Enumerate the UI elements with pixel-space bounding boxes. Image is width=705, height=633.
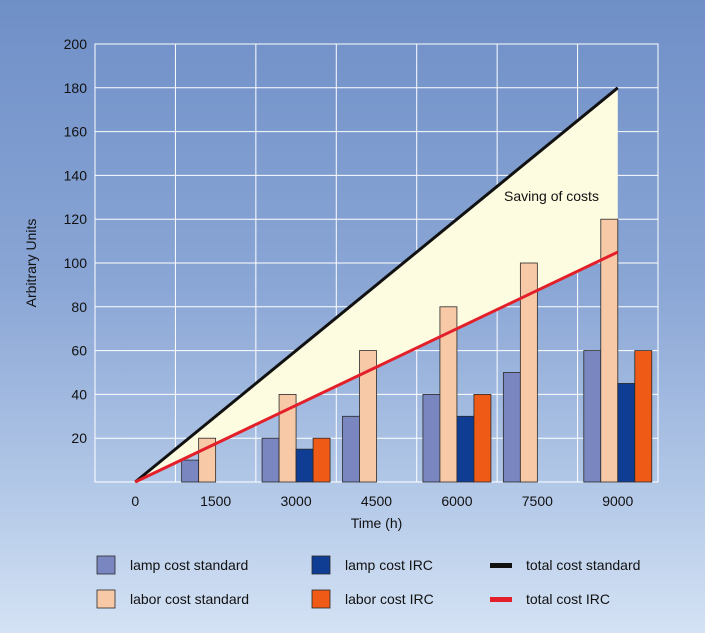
bar-labor-cost-IRC-3000 <box>312 437 331 483</box>
y-tick-label: 20 <box>71 430 87 446</box>
y-tick-label: 200 <box>64 36 88 52</box>
x-tick-label: 7500 <box>522 493 553 509</box>
legend-label-total-cost-IRC: total cost IRC <box>526 591 610 607</box>
legend-swatch-labor-cost-standard <box>96 589 116 609</box>
x-tick-label: 1500 <box>200 493 231 509</box>
bar-labor-cost-IRC-6000 <box>473 393 492 483</box>
legend-swatch-lamp-cost-standard <box>96 555 116 575</box>
bar-lamp-cost-standard-6000 <box>422 393 441 483</box>
x-tick-label: 4500 <box>361 493 392 509</box>
y-tick-label: 180 <box>64 80 88 96</box>
saving-annotation: Saving of costs <box>504 188 599 204</box>
y-tick-label: 60 <box>71 343 87 359</box>
y-tick-label: 120 <box>64 211 88 227</box>
grid <box>94 43 659 483</box>
y-tick-label: 160 <box>64 124 88 140</box>
x-axis-title: Time (h) <box>351 515 403 531</box>
bar-labor-cost-standard-6000 <box>439 306 458 483</box>
legend-label-labor-cost-standard: labor cost standard <box>130 591 249 607</box>
bar-lamp-cost-IRC-9000 <box>617 383 636 483</box>
legend-swatch-labor-cost-IRC <box>311 589 331 609</box>
line-total-cost-irc <box>134 250 619 484</box>
line-total-cost-standard <box>134 86 619 484</box>
bar-lamp-cost-IRC-6000 <box>456 415 475 483</box>
x-tick-label: 6000 <box>441 493 472 509</box>
bar-labor-cost-standard-3000 <box>278 393 297 483</box>
legend-label-total-cost-standard: total cost standard <box>526 557 640 573</box>
x-tick-labels: 0 1500 3000 4500 6000 7500 9000 <box>131 493 633 509</box>
bar-labor-cost-standard-4500 <box>359 350 377 483</box>
y-tick-label: 140 <box>64 167 88 183</box>
bar-lamp-cost-standard-4500 <box>342 415 360 483</box>
x-tick-label: 0 <box>131 493 139 509</box>
bar-lamp-cost-standard-1500 <box>181 459 200 483</box>
bar-labor-cost-IRC-9000 <box>634 350 653 483</box>
x-tick-label: 3000 <box>280 493 311 509</box>
bar-lamp-cost-standard-7500 <box>502 372 521 483</box>
legend-swatch-total-cost-IRC <box>490 597 512 602</box>
y-axis-title: Arbitrary Units <box>23 219 39 308</box>
legend: lamp cost standard lamp cost IRC total cos… <box>96 555 640 609</box>
legend-swatch-lamp-cost-IRC <box>311 555 331 575</box>
y-tick-label: 80 <box>71 299 87 315</box>
legend-label-labor-cost-IRC: labor cost IRC <box>345 591 434 607</box>
y-tick-labels: 20 40 60 80 100 120 140 160 180 200 <box>64 36 88 446</box>
bar-lamp-cost-standard-9000 <box>583 350 602 483</box>
y-tick-label: 40 <box>71 386 87 402</box>
bar-lamp-cost-IRC-3000 <box>295 448 314 483</box>
bar-labor-cost-standard-7500 <box>519 262 538 483</box>
bar-lamp-cost-standard-3000 <box>261 437 280 483</box>
legend-swatch-total-cost-standard <box>490 563 512 568</box>
legend-label-lamp-cost-standard: lamp cost standard <box>130 557 248 573</box>
bars <box>181 218 653 483</box>
x-tick-label: 9000 <box>602 493 633 509</box>
y-tick-label: 100 <box>64 255 88 271</box>
legend-label-lamp-cost-IRC: lamp cost IRC <box>345 557 433 573</box>
bar-labor-cost-standard-9000 <box>600 218 619 483</box>
